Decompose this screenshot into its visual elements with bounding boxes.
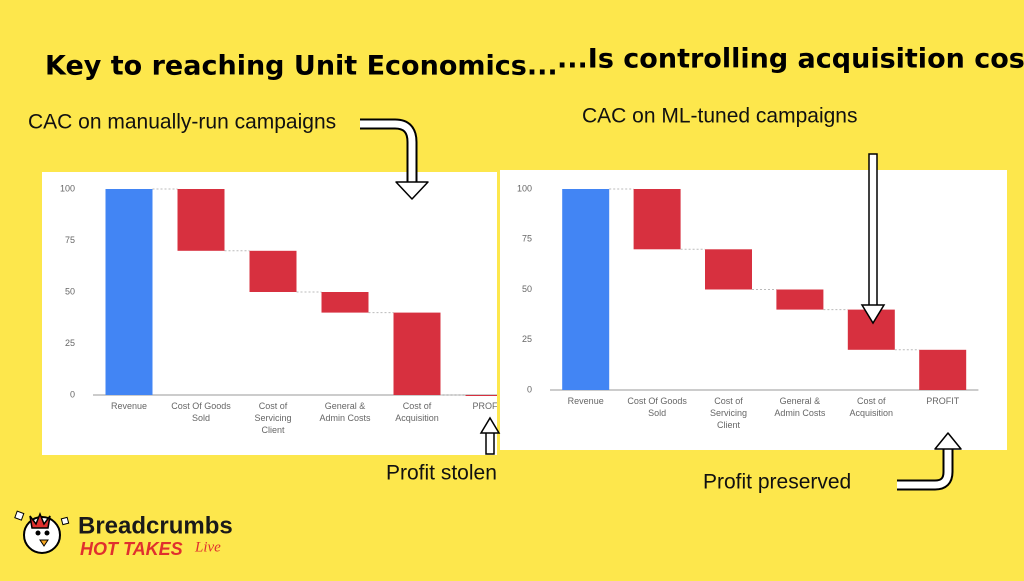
brand: Breadcrumbs: [78, 512, 233, 539]
bar: [919, 349, 967, 390]
x-tick-label: General & Admin Costs: [319, 401, 371, 423]
bar: [393, 312, 441, 395]
x-tick-label: Cost Of Goods Sold: [171, 401, 231, 423]
chart: 0 25 50 75 100 Revenue Cost Of Goods Sold Cost o…: [517, 183, 979, 430]
annotation: Profit preserved: [703, 471, 851, 494]
x-tick-label: Cost of Acquisition: [850, 396, 894, 418]
x-tick-label: PROFIT: [473, 401, 507, 411]
x-tick-label: Cost of Acquisition: [395, 401, 439, 423]
bar: [633, 189, 681, 250]
brand-live: Live: [194, 539, 221, 555]
y-tick-label: 75: [65, 235, 75, 245]
y-tick-label: 0: [70, 389, 75, 399]
title-right: ...Is controlling acquisition cost: [557, 44, 1024, 75]
arrow: [360, 118, 429, 200]
title-left: Key to reaching Unit Economics...: [45, 51, 558, 82]
y-tick-label: 50: [65, 286, 75, 296]
bar: [562, 189, 610, 390]
x-tick-label: Cost Of Goods Sold: [627, 396, 687, 418]
y-tick-label: 25: [65, 338, 75, 348]
x-tick-label: General & Admin Costs: [774, 396, 826, 418]
logo: Breadcrumbs HOT TAKES Live: [14, 510, 233, 559]
bar: [321, 292, 369, 313]
y-tick-label: 25: [522, 334, 532, 344]
annotation: CAC on ML-tuned campaigns: [582, 105, 857, 128]
bar: [776, 289, 824, 310]
arrow: [897, 432, 962, 491]
arrow: [860, 153, 886, 325]
bar: [465, 395, 497, 396]
bar: [705, 249, 752, 290]
y-tick-label: 100: [60, 183, 75, 193]
bar: [177, 189, 225, 251]
annotation: Profit stolen: [386, 462, 497, 485]
x-tick-label: Cost of Servicing Client: [710, 396, 747, 430]
x-tick-label: PROFIT: [926, 396, 960, 406]
x-tick-label: Revenue: [111, 401, 147, 411]
annotation: CAC on manually-run campaigns: [28, 111, 336, 134]
y-tick-label: 75: [522, 234, 532, 244]
y-tick-label: 0: [527, 384, 532, 394]
x-tick-label: Cost of Servicing Client: [254, 401, 291, 435]
y-tick-label: 50: [522, 284, 532, 294]
y-tick-label: 100: [517, 183, 532, 193]
bar: [249, 250, 297, 292]
bar: [105, 189, 153, 395]
chart: 0 25 50 75 100 Revenue Cost Of Goods Sold Cost o…: [60, 183, 507, 435]
brand-sub: HOT TAKES: [80, 539, 183, 559]
arrow: [479, 416, 501, 455]
x-tick-label: Revenue: [568, 396, 604, 406]
